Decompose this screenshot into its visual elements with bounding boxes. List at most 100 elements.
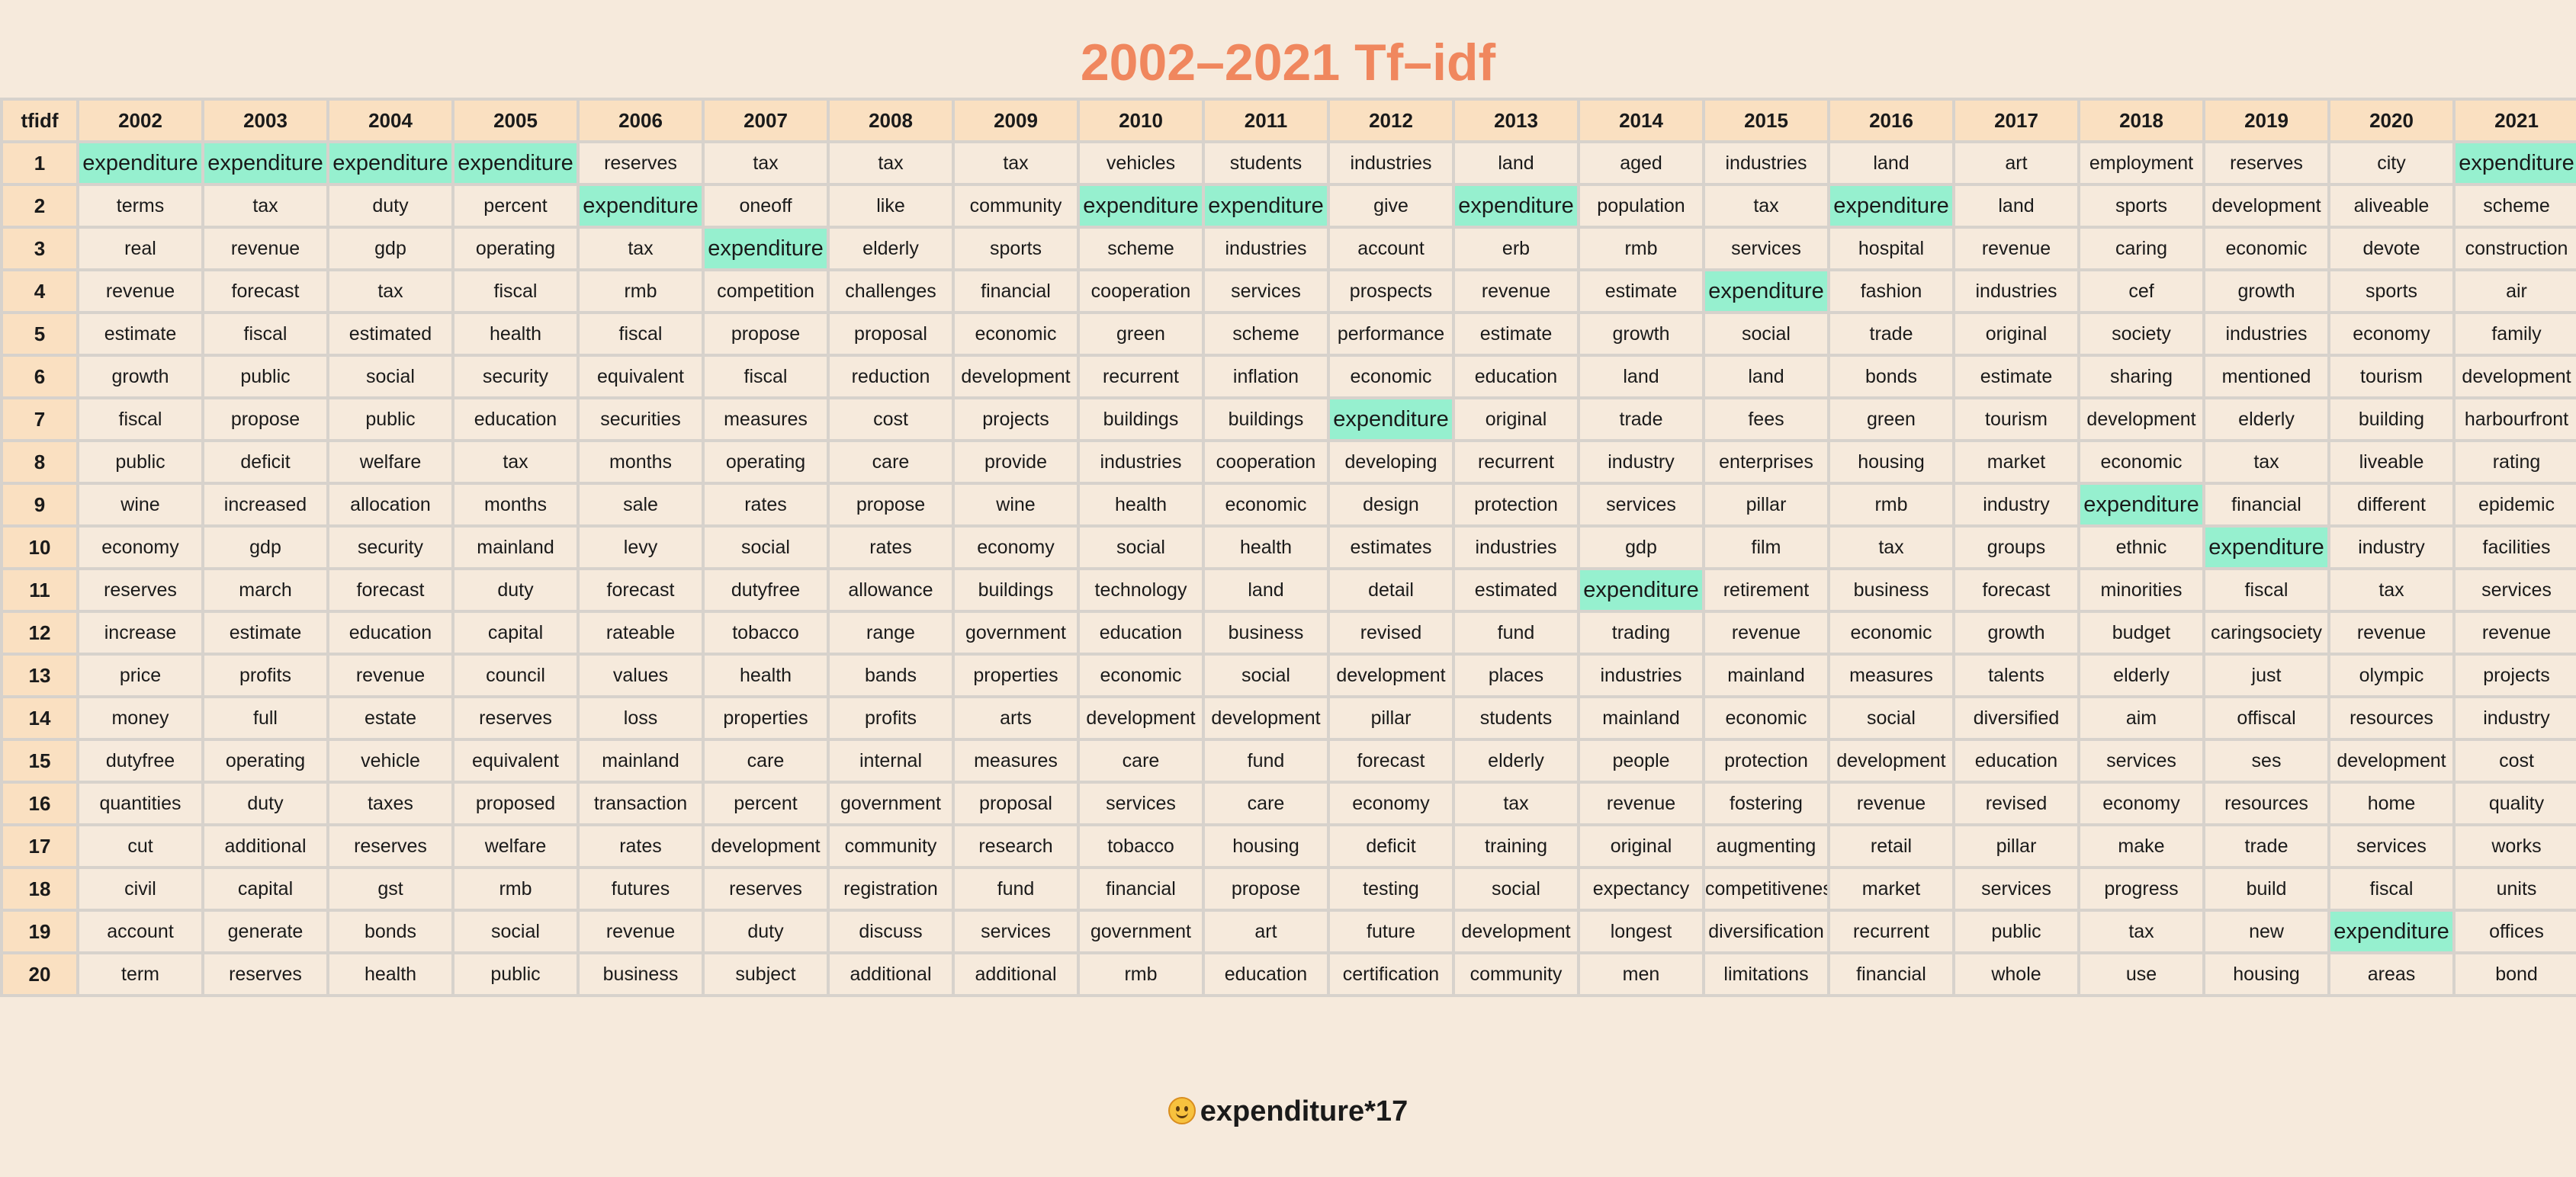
word-cell: new xyxy=(2202,909,2330,954)
word-cell: certification xyxy=(1327,951,1455,997)
word-cell: industry xyxy=(1577,439,1705,485)
word-cell: financial xyxy=(2202,482,2330,528)
word-cell: profits xyxy=(827,695,955,741)
year-header: 2021 xyxy=(2452,98,2576,143)
word-cell: community xyxy=(827,823,955,869)
word-cell: care xyxy=(827,439,955,485)
table-row: 8 public deficit welfare tax months operating c… xyxy=(0,439,2576,485)
word-cell: forecast xyxy=(577,567,705,613)
word-cell: performance xyxy=(1327,311,1455,357)
highlighted-word-cell: expenditure xyxy=(451,140,580,186)
word-cell: fiscal xyxy=(451,268,580,314)
year-header: 2009 xyxy=(952,98,1080,143)
word-cell: economic xyxy=(952,311,1080,357)
word-cell: real xyxy=(76,226,204,271)
word-cell: testing xyxy=(1327,866,1455,912)
word-cell: industries xyxy=(1452,524,1580,570)
word-cell: reserves xyxy=(702,866,830,912)
word-cell: additional xyxy=(201,823,329,869)
word-cell: bands xyxy=(827,653,955,698)
word-cell: development xyxy=(1827,738,1955,784)
word-cell: growth xyxy=(2202,268,2330,314)
word-cell: development xyxy=(702,823,830,869)
word-cell: retirement xyxy=(1702,567,1830,613)
word-cell: prospects xyxy=(1327,268,1455,314)
word-cell: harbourfront xyxy=(2452,396,2576,442)
word-cell: profits xyxy=(201,653,329,698)
word-cell: capital xyxy=(451,610,580,656)
word-cell: services xyxy=(1702,226,1830,271)
word-cell: industries xyxy=(1202,226,1330,271)
word-cell: development xyxy=(2077,396,2205,442)
word-cell: land xyxy=(1202,567,1330,613)
word-cell: revenue xyxy=(76,268,204,314)
word-cell: account xyxy=(1327,226,1455,271)
word-cell: recurrent xyxy=(1827,909,1955,954)
word-cell: estimate xyxy=(201,610,329,656)
word-cell: tobacco xyxy=(702,610,830,656)
word-cell: diversification xyxy=(1702,909,1830,954)
word-cell: build xyxy=(2202,866,2330,912)
word-cell: pillar xyxy=(1702,482,1830,528)
word-cell: health xyxy=(326,951,454,997)
word-cell: expectancy xyxy=(1577,866,1705,912)
word-cell: education xyxy=(1077,610,1205,656)
word-cell: students xyxy=(1202,140,1330,186)
word-cell: tax xyxy=(201,183,329,229)
tfidf-table: tfidf 2002 2003 2004 2005 2006 2007 2008 2009 20… xyxy=(0,98,2576,997)
word-cell: development xyxy=(2327,738,2456,784)
word-cell: increased xyxy=(201,482,329,528)
word-cell: months xyxy=(451,482,580,528)
word-cell: elderly xyxy=(827,226,955,271)
word-cell: social xyxy=(1202,653,1330,698)
rank-cell: 7 xyxy=(0,396,79,442)
word-cell: internal xyxy=(827,738,955,784)
word-cell: aged xyxy=(1577,140,1705,186)
word-cell: recurrent xyxy=(1077,354,1205,399)
word-cell: propose xyxy=(201,396,329,442)
word-cell: land xyxy=(1827,140,1955,186)
word-cell: building xyxy=(2327,396,2456,442)
word-cell: green xyxy=(1827,396,1955,442)
word-cell: economic xyxy=(1202,482,1330,528)
word-cell: council xyxy=(451,653,580,698)
word-cell: welfare xyxy=(451,823,580,869)
word-cell: social xyxy=(702,524,830,570)
word-cell: subject xyxy=(702,951,830,997)
word-cell: rmb xyxy=(1827,482,1955,528)
word-cell: aliveable xyxy=(2327,183,2456,229)
word-cell: dutyfree xyxy=(76,738,204,784)
table-row: 15 dutyfree operating vehicle equivalent main… xyxy=(0,738,2576,784)
word-cell: recurrent xyxy=(1452,439,1580,485)
word-cell: scheme xyxy=(2452,183,2576,229)
word-cell: research xyxy=(952,823,1080,869)
word-cell: tax xyxy=(827,140,955,186)
rank-cell: 3 xyxy=(0,226,79,271)
word-cell: limitations xyxy=(1702,951,1830,997)
word-cell: pillar xyxy=(1952,823,2080,869)
rank-cell: 5 xyxy=(0,311,79,357)
word-cell: estimate xyxy=(1952,354,2080,399)
rank-cell: 2 xyxy=(0,183,79,229)
word-cell: fund xyxy=(1202,738,1330,784)
word-cell: economic xyxy=(2202,226,2330,271)
word-cell: duty xyxy=(451,567,580,613)
word-cell: longest xyxy=(1577,909,1705,954)
word-cell: taxes xyxy=(326,781,454,826)
word-cell: film xyxy=(1702,524,1830,570)
word-cell: public xyxy=(1952,909,2080,954)
word-cell: values xyxy=(577,653,705,698)
word-cell: buildings xyxy=(1077,396,1205,442)
word-cell: bonds xyxy=(1827,354,1955,399)
highlighted-word-cell: expenditure xyxy=(702,226,830,271)
word-cell: detail xyxy=(1327,567,1455,613)
word-cell: tourism xyxy=(1952,396,2080,442)
word-cell: devote xyxy=(2327,226,2456,271)
word-cell: financial xyxy=(1827,951,1955,997)
word-cell: industries xyxy=(1327,140,1455,186)
word-cell: ethnic xyxy=(2077,524,2205,570)
word-cell: education xyxy=(1952,738,2080,784)
word-cell: social xyxy=(1702,311,1830,357)
word-cell: services xyxy=(2452,567,2576,613)
word-cell: price xyxy=(76,653,204,698)
